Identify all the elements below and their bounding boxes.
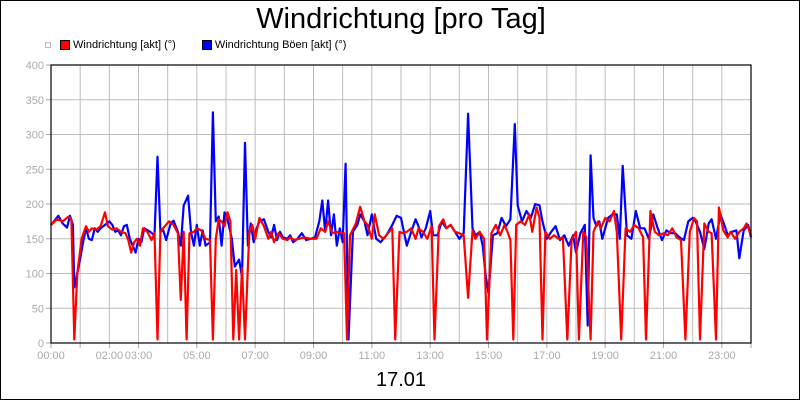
y-tick-label: 250 — [26, 164, 44, 176]
x-tick-label: 13:00 — [416, 350, 444, 362]
legend: Windrichtung [akt] (°) Windrichtung Böen… — [45, 39, 372, 51]
series-line — [50, 205, 753, 341]
y-tick-label: 350 — [26, 95, 44, 107]
x-tick-label: 21:00 — [650, 350, 678, 362]
legend-label: Windrichtung Böen [akt] (°) — [214, 39, 347, 51]
legend-swatch-blue-icon — [201, 40, 212, 50]
x-tick-label: 03:00 — [125, 350, 153, 362]
legend-swatch-red-icon — [60, 40, 70, 50]
chart-title: Windrichtung [pro Tag] — [256, 3, 546, 35]
legend-item-windrichtung-boeen[interactable]: Windrichtung Böen [akt] (°) — [201, 39, 347, 51]
x-tick-label: 09:00 — [300, 350, 328, 362]
series-line — [50, 111, 753, 341]
legend-label: Windrichtung [akt] (°) — [73, 39, 176, 51]
x-tick-label: 02:00 — [96, 350, 124, 362]
y-tick-label: 100 — [26, 269, 44, 281]
legend-toggle-icon[interactable] — [45, 42, 51, 48]
x-tick-label: 23:00 — [708, 350, 736, 362]
y-tick-label: 50 — [32, 303, 44, 315]
x-tick-label: 00:00 — [37, 350, 65, 362]
y-tick-label: 200 — [26, 199, 44, 211]
y-tick-label: 300 — [26, 130, 44, 142]
y-tick-label: 0 — [38, 338, 44, 350]
x-tick-label: 15:00 — [475, 350, 503, 362]
x-tick-label: 11:00 — [358, 350, 385, 362]
y-tick-label: 150 — [26, 234, 44, 246]
plot-border — [50, 64, 752, 344]
x-tick-label: 07:00 — [241, 350, 269, 362]
x-tick-label: 17:00 — [533, 350, 561, 362]
x-tick-label: 19:00 — [591, 350, 619, 362]
x-tick-label: 05:00 — [183, 350, 211, 362]
y-tick-label: 400 — [26, 60, 44, 72]
x-axis-date-label: 17.01 — [375, 369, 427, 391]
legend-item-windrichtung[interactable]: Windrichtung [akt] (°) — [60, 39, 176, 51]
